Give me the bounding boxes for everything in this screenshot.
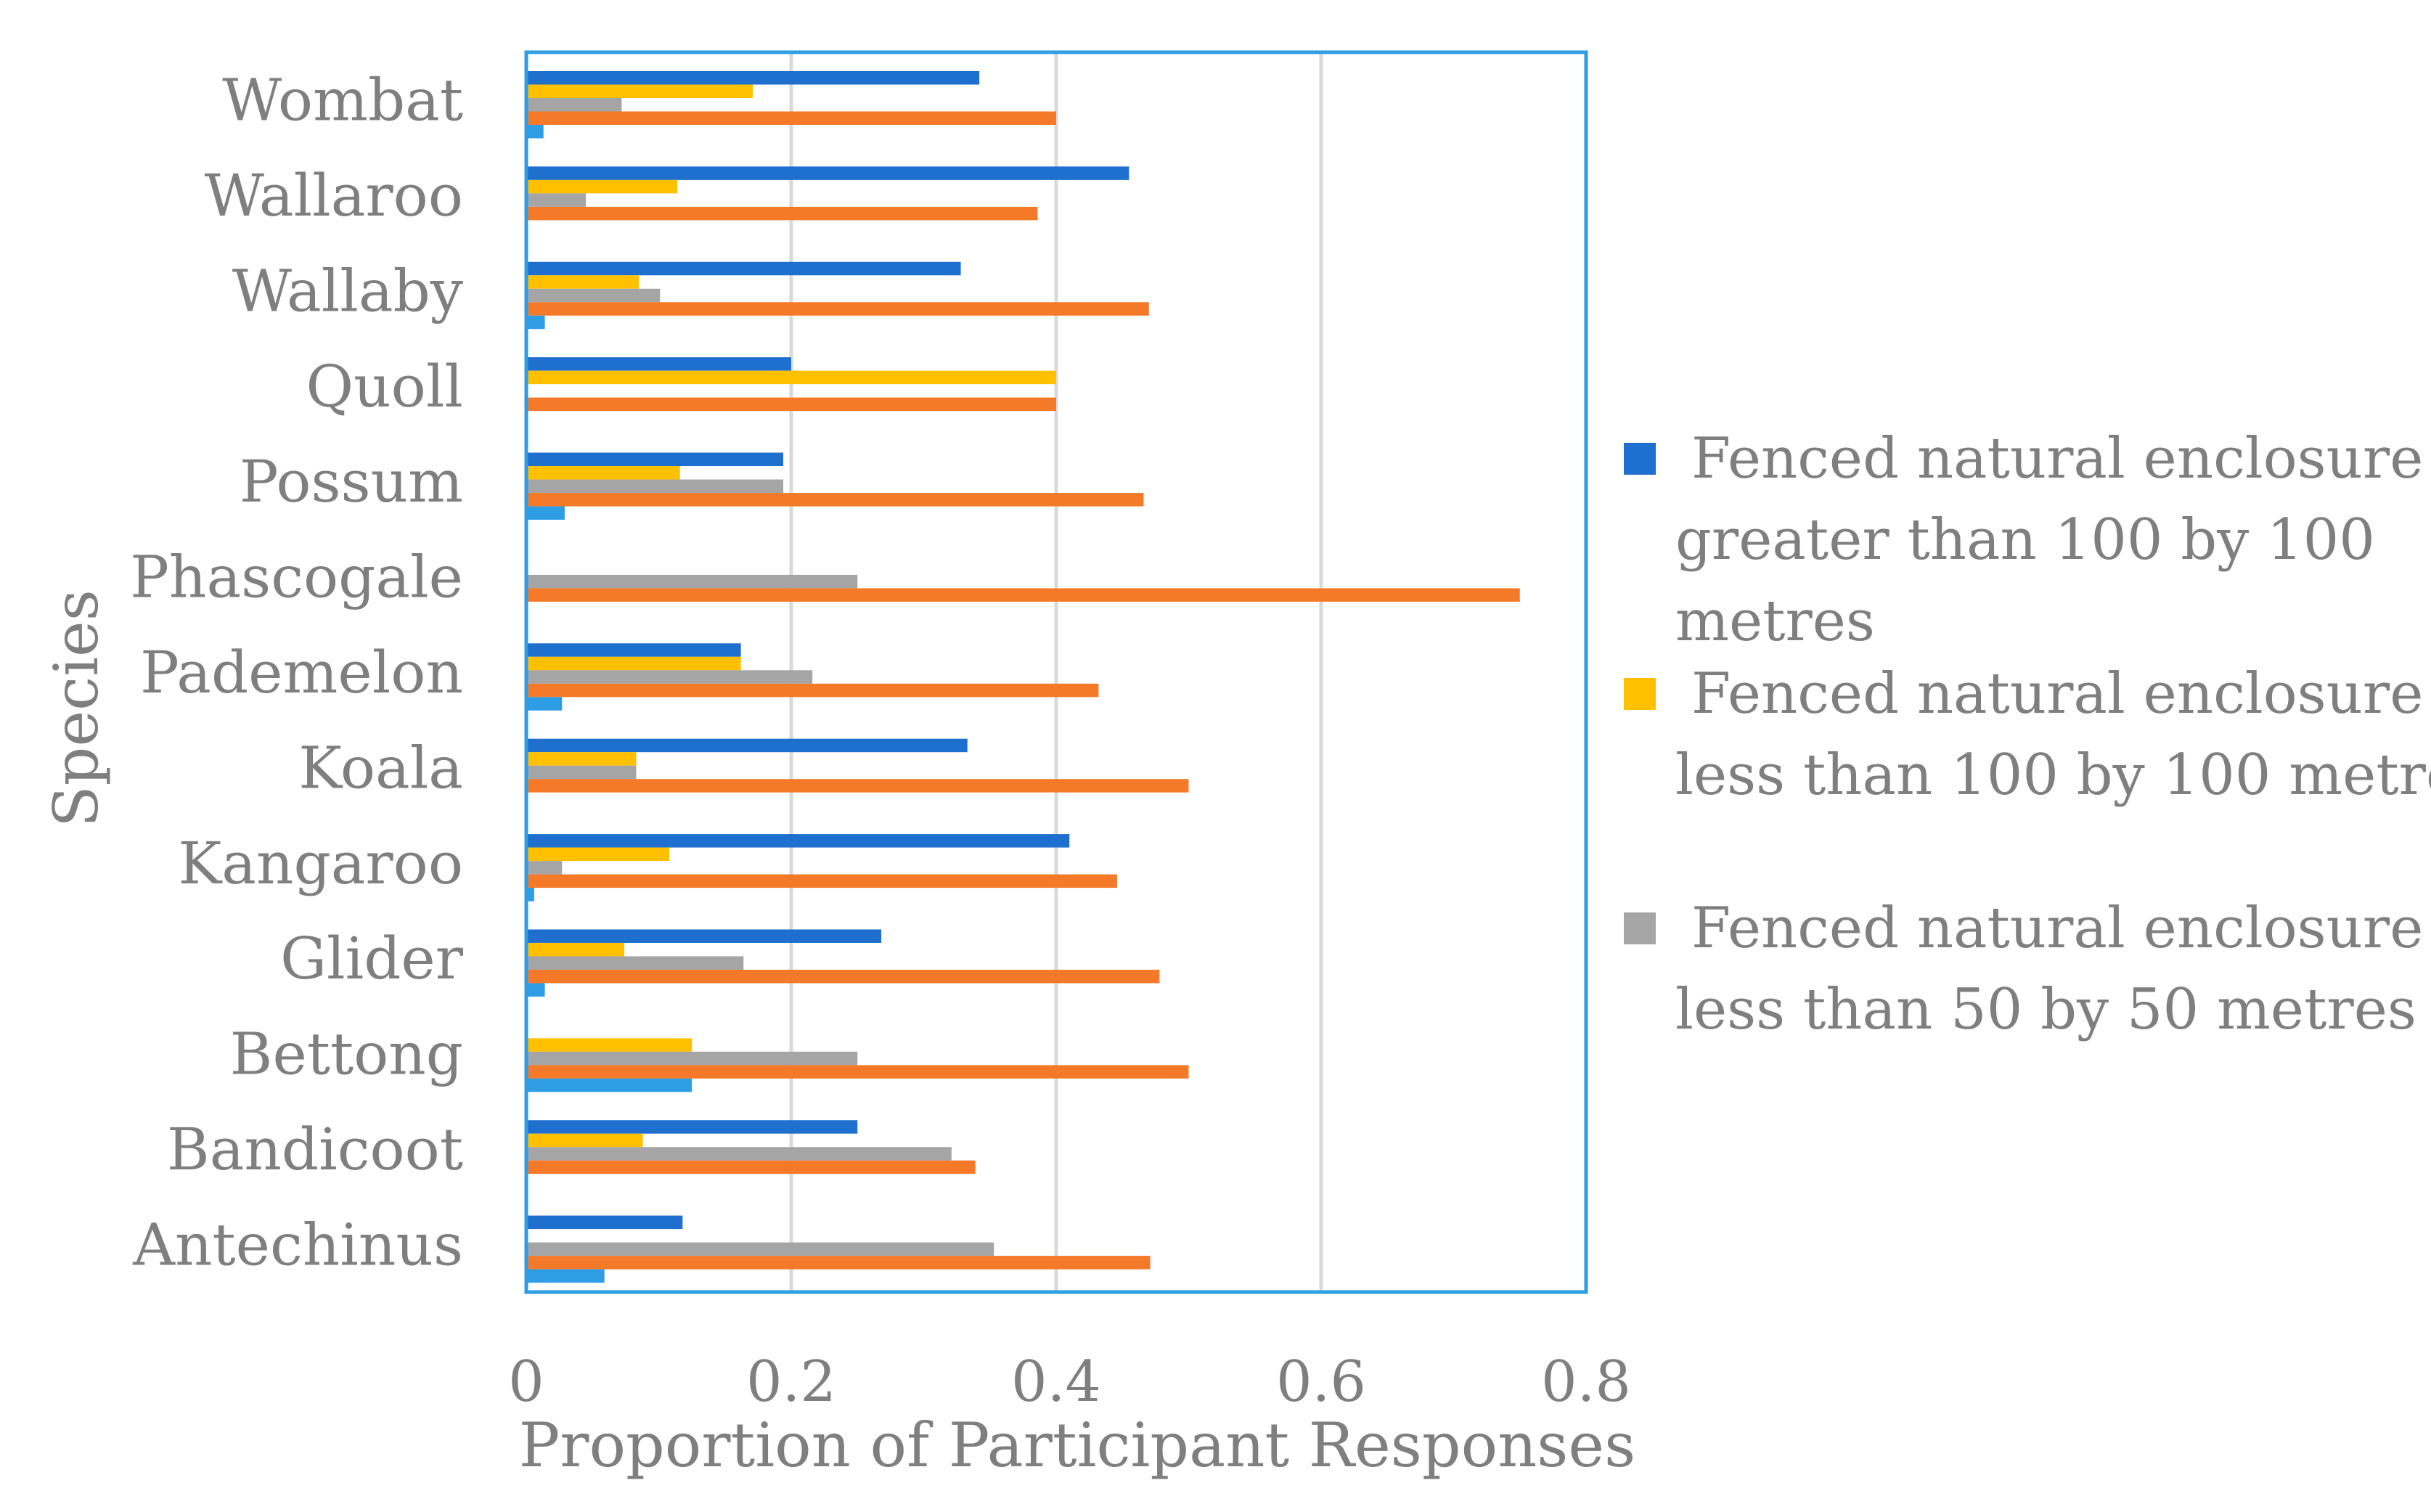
category-label-glider: Glider: [280, 925, 464, 992]
category-label-wallaby: Wallaby: [232, 257, 463, 324]
bar-possum-series-5: [526, 506, 565, 520]
bar-quoll-series-2: [526, 370, 1056, 385]
bar-bettong-series-3: [526, 1051, 858, 1066]
bar-pademelon-series-5: [526, 697, 563, 711]
bar-wallaroo-series-1: [526, 166, 1129, 180]
bar-phascogale-series-3: [526, 574, 858, 589]
category-label-bandicoot: Bandicoot: [167, 1116, 463, 1183]
bar-kangaroo-series-5: [526, 888, 534, 902]
bar-wombat-series-1: [526, 71, 980, 85]
bar-koala-series-1: [526, 738, 968, 753]
bar-pademelon-series-1: [526, 643, 741, 657]
bar-bettong-series-4: [526, 1065, 1189, 1079]
bar-glider-series-4: [526, 969, 1160, 984]
bar-pademelon-series-2: [526, 656, 741, 671]
bar-kangaroo-series-2: [526, 847, 670, 862]
bar-koala-series-4: [526, 779, 1189, 793]
legend-swatch-2: [1624, 678, 1656, 710]
bar-wombat-series-4: [526, 111, 1056, 125]
bar-kangaroo-series-1: [526, 834, 1070, 848]
plot-area-border: [524, 50, 1588, 1294]
legend-swatch-3: [1624, 912, 1656, 944]
bar-wallaby-series-5: [526, 315, 545, 330]
legend: Fenced natural enclosure greater than 100…: [1624, 426, 2431, 1042]
bar-wallaby-series-4: [526, 302, 1149, 316]
bar-koala-series-3: [526, 765, 637, 780]
bar-glider-series-2: [526, 942, 625, 957]
bar-antechinus-series-1: [526, 1215, 683, 1230]
legend-entry-2-line-2: less than 100 by 100 metres: [1675, 743, 2431, 808]
legend-entry-3-line-2: less than 50 by 50 metres: [1675, 977, 2416, 1042]
y-axis-title: Species: [41, 589, 112, 827]
bar-glider-series-1: [526, 929, 882, 943]
x-tick-label-2: 0.4: [1011, 1349, 1101, 1415]
bar-wallaroo-series-3: [526, 193, 587, 207]
bar-glider-series-3: [526, 956, 744, 970]
category-label-koala: Koala: [298, 734, 463, 801]
category-label-pademelon: Pademelon: [140, 639, 463, 706]
bar-possum-series-4: [526, 493, 1144, 507]
category-label-quoll: Quoll: [306, 353, 463, 420]
x-tick-label-1: 0.2: [746, 1349, 836, 1415]
category-label-wombat: Wombat: [222, 67, 463, 134]
legend-entry-3-line-1: Fenced natural enclosure: [1691, 896, 2423, 961]
bar-phascogale-series-4: [526, 588, 1520, 602]
bar-antechinus-series-3: [526, 1242, 994, 1256]
category-label-kangaroo: Kangaroo: [179, 830, 463, 897]
bar-possum-series-3: [526, 479, 784, 494]
gridlines: [789, 52, 1323, 1292]
bar-kangaroo-series-4: [526, 874, 1117, 888]
category-label-wallaroo: Wallaroo: [205, 162, 463, 229]
legend-entry-1-line-2: greater than 100 by 100: [1675, 507, 2375, 573]
bar-bandicoot-series-2: [526, 1133, 643, 1148]
bar-koala-series-2: [526, 752, 637, 766]
bar-pademelon-series-3: [526, 670, 813, 684]
legend-entry-1-line-1: Fenced natural enclosure: [1691, 426, 2423, 491]
x-tick-label-0: 0: [508, 1349, 544, 1415]
bar-pademelon-series-4: [526, 683, 1099, 698]
legend-swatch-1: [1624, 443, 1656, 475]
bar-bettong-series-5: [526, 1078, 692, 1092]
bars: [526, 71, 1520, 1283]
bar-antechinus-series-5: [526, 1269, 605, 1283]
bar-bandicoot-series-3: [526, 1147, 952, 1161]
bar-quoll-series-1: [526, 357, 791, 371]
bar-wallaby-series-3: [526, 288, 661, 303]
bar-wombat-series-5: [526, 125, 544, 139]
x-tick-label-3: 0.6: [1276, 1349, 1366, 1415]
bar-wombat-series-3: [526, 98, 622, 112]
category-label-phascogale: Phascogale: [130, 544, 463, 611]
bar-glider-series-5: [526, 983, 545, 997]
category-labels: Wombat Wallaroo Wallaby Quoll Possum Phascoga…: [130, 67, 464, 1279]
x-tick-labels: 0 0.2 0.4 0.6 0.8: [508, 1349, 1631, 1415]
bar-wallaroo-series-2: [526, 179, 678, 194]
x-axis-title: Proportion of Participant Responses: [519, 1410, 1635, 1481]
bar-wallaby-series-1: [526, 261, 961, 276]
category-label-antechinus: Antechinus: [132, 1211, 463, 1278]
bar-antechinus-series-4: [526, 1256, 1151, 1270]
category-label-possum: Possum: [240, 448, 463, 515]
bar-possum-series-2: [526, 466, 680, 480]
bar-quoll-series-4: [526, 397, 1056, 412]
bar-wallaroo-series-4: [526, 206, 1038, 221]
legend-entry-1-line-3: metres: [1675, 589, 1875, 654]
bar-wombat-series-2: [526, 84, 753, 98]
bar-kangaroo-series-3: [526, 861, 563, 875]
x-tick-label-4: 0.8: [1541, 1349, 1631, 1415]
category-label-bettong: Bettong: [230, 1021, 463, 1088]
legend-entry-2-line-1: Fenced natural enclosure: [1691, 661, 2423, 727]
bar-possum-series-1: [526, 452, 784, 467]
bar-bandicoot-series-4: [526, 1160, 976, 1174]
bar-wallaby-series-2: [526, 275, 640, 289]
bar-bandicoot-series-1: [526, 1120, 858, 1134]
bar-bettong-series-2: [526, 1038, 692, 1052]
